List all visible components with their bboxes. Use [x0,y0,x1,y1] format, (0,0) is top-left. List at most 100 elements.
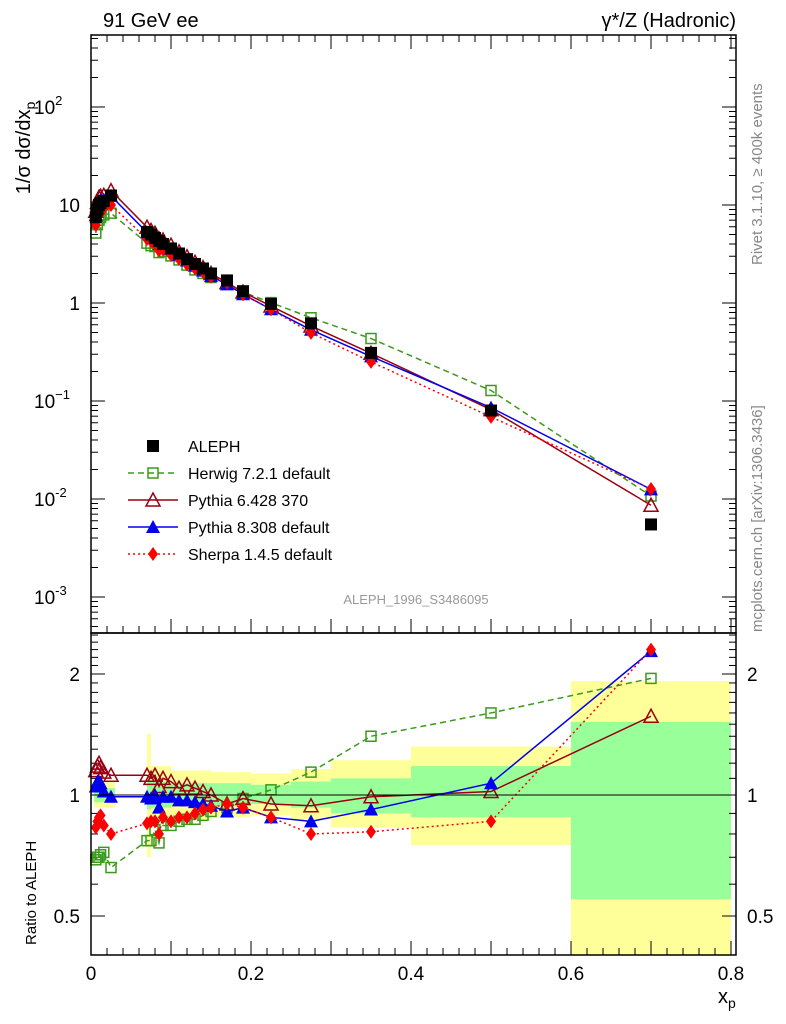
x-tick-label: 0.4 [398,964,425,985]
sherpa-1-4-5-default-ratio-point [154,826,164,841]
herwig-7-2-1-default-ratio-point [145,834,157,847]
x-axis-label: xp [718,986,736,1011]
pythia-6-428-370-point [642,496,660,512]
sherpa-1-4-5-default-ratio-point [174,810,184,825]
pythia-6-428-370-ratio-point [482,782,500,799]
aleph-data-point [365,346,377,359]
pythia-8-308-default-ratio-point [152,800,166,814]
sherpa-1-4-5-default-ratio-point [222,796,232,811]
herwig-7-2-1-default-ratio-point [98,846,110,859]
sherpa-1-4-5-default-ratio-point [306,826,316,841]
aleph-data-point [645,518,657,531]
herwig-7-2-1-default-ratio-point [305,766,317,778]
pythia-8-308-default-ratio-point [180,793,194,807]
side-label-top: Rivet 3.1.10, ≥ 400k events [749,83,766,265]
sherpa-1-4-5-default-ratio-point [486,814,496,829]
x-tick-label: 0.2 [238,964,264,985]
pythia-6-428-370-ratio-point [178,776,196,792]
pythia-6-428-370-ratio-point [262,795,280,811]
aleph-data-point [221,274,233,287]
sherpa-1-4-5-default-ratio-point [238,800,248,815]
legend-marker [147,467,159,479]
series-layer [87,182,660,874]
pythia-8-308-default-line [95,194,652,491]
ratio-y-axis-label: Ratio to ALEPH [23,841,40,945]
sherpa-1-4-5-default-ratio-point [182,810,192,825]
stat-uncertainty-band [571,721,731,900]
legend: Herwig 7.2.1 default Pythia 6.428 370 Pyth… [128,439,333,564]
legend-marker [146,520,160,533]
sherpa-1-4-5-default-ratio-point [150,814,160,829]
aleph-data-point [205,267,217,280]
x-tick-label: 0.8 [718,964,744,985]
y-tick-label: 1 [69,294,80,315]
x-tick-label: 0 [86,964,97,985]
pythia-6-428-370-ratio-point [154,769,172,786]
y-tick-label: 10−1 [34,387,70,413]
pythia-6-428-370-ratio-point [142,769,160,786]
herwig-7-2-1-default-ratio-point [485,707,497,719]
pythia-6-428-370-ratio-point [95,763,113,779]
sherpa-1-4-5-default-ratio-point [198,802,208,817]
pythia-8-308-default-ratio-point [364,802,378,816]
pythia-6-428-370-ratio-point [162,772,180,789]
sherpa-1-4-5-default-ratio-point [206,800,216,815]
pythia-8-308-default-ratio-point [96,784,111,798]
aleph-data-point [105,189,117,202]
pythia-6-428-370-ratio-point [642,707,660,723]
y-tick-label: 10 [59,196,80,217]
legend-label: Herwig 7.2.1 default [188,466,331,483]
axes: 0 0.2 0.4 0.6 0.8 10-3 10-2 10−1 1 10 102 0.5 0.5 1 1 2… [34,35,773,985]
x-tick-label: 0.6 [558,964,584,985]
ratio-frame [90,632,737,956]
aleph-data-point [265,297,277,310]
sherpa-1-4-5-default-ratio-point [646,642,656,657]
pythia-8-308-default-ratio-point [304,814,318,828]
herwig-7-2-1-default-ratio-point [105,861,117,874]
ratio-tick-label: 1 [69,786,80,807]
y-tick-label: 10-2 [34,485,67,511]
herwig-7-2-1-default-ratio-point [94,849,107,861]
sherpa-1-4-5-default-ratio-point [106,826,116,841]
legend-label: Pythia 8.308 default [188,520,330,537]
herwig-7-2-1-default-point [485,384,497,397]
pythia-6-428-370-ratio-point [146,766,164,782]
legend-label: ALEPH [188,439,240,456]
pythia-6-428-370-ratio-point [302,797,320,813]
sherpa-1-4-5-default-ratio-point [166,814,176,829]
main-frame [90,34,737,634]
aleph-data-point [485,404,497,417]
watermark: ALEPH_1996_S3486095 [343,592,488,607]
sherpa-1-4-5-default-ratio-point [95,808,106,823]
pythia-8-308-default-ratio-point [104,789,118,803]
sherpa-1-4-5-default-ratio-point [366,824,376,839]
sherpa-1-4-5-default-point [646,481,656,496]
legend-label: Pythia 6.428 370 [188,493,308,510]
ratio-tick-label-right: 1 [747,786,758,807]
pythia-6-428-370-ratio-point [186,779,204,795]
title-left: 91 GeV ee [103,10,199,32]
aleph-data-point [237,285,249,298]
y-axis-label: 1/σ dσ/dxp [13,102,38,195]
pythia-6-428-370-ratio-point [138,766,156,782]
ratio-tick-label: 0.5 [54,907,80,928]
y-tick-label: 10-3 [34,583,67,609]
pythia-6-428-370-ratio-point [102,766,120,782]
sherpa-1-4-5-default-ratio-point [266,810,276,825]
sherpa-1-4-5-default-ratio-point [158,810,168,825]
legend-marker [144,491,162,507]
herwig-7-2-1-default-ratio-point [365,730,377,743]
legend-marker [148,547,158,561]
herwig-7-2-1-default-line [95,212,652,497]
legend-label: Sherpa 1.4.5 default [188,547,333,564]
legend-marker [147,440,159,452]
pythia-8-308-default-ratio-point [164,789,178,803]
y-tick-label: 102 [34,93,62,119]
ratio-tick-label-right: 0.5 [747,907,773,928]
ratio-tick-label: 2 [69,665,80,686]
side-label-bottom: mcplots.cern.ch [arXiv:1306.3436] [749,405,766,632]
aleph-data-point [305,317,317,330]
pythia-6-428-370-ratio-point [150,777,168,794]
herwig-7-2-1-default-ratio-point [645,672,657,685]
sherpa-1-4-5-default-ratio-point [98,818,109,833]
